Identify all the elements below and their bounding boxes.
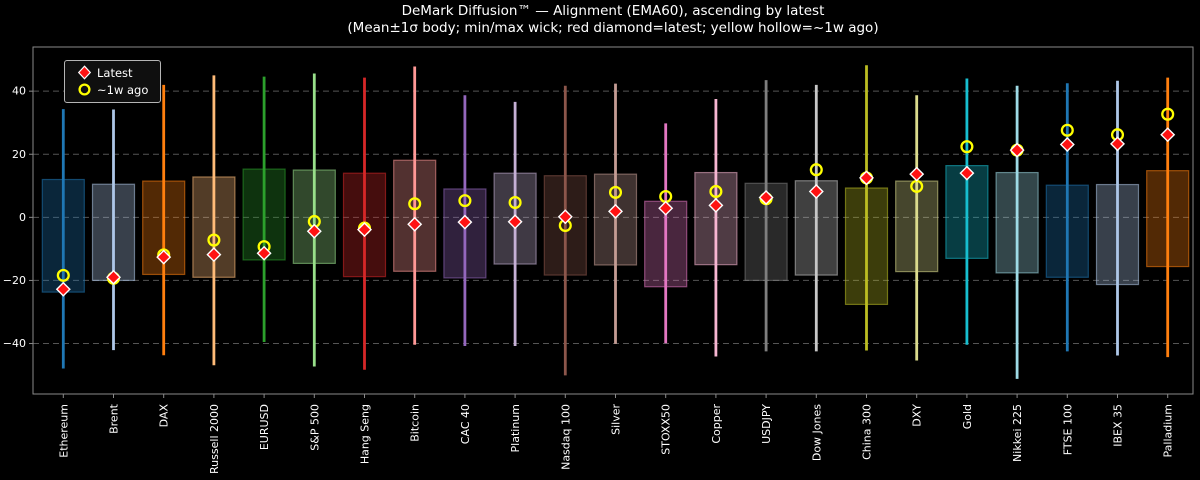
x-tick-label-usdjpy: USDJPY bbox=[760, 404, 773, 444]
latest-marker-bitcoin bbox=[407, 216, 423, 232]
legend-item-latest: Latest bbox=[71, 65, 148, 80]
x-tick-label-ibex-35: IBEX 35 bbox=[1112, 404, 1125, 447]
x-tick-label-ftse-100: FTSE 100 bbox=[1061, 404, 1074, 455]
latest-marker-palladium bbox=[1160, 127, 1176, 143]
x-tick-label-bitcoin: Bitcoin bbox=[409, 404, 422, 442]
chart-title: DeMark Diffusion™ — Alignment (EMA60), a… bbox=[401, 3, 825, 19]
week-ago-marker-bitcoin bbox=[408, 197, 422, 211]
week-ago-marker-ethereum bbox=[56, 268, 70, 282]
latest-marker-dow-jones bbox=[808, 183, 824, 199]
latest-marker-copper bbox=[708, 197, 724, 213]
x-tick-label-gold: Gold bbox=[961, 404, 974, 429]
x-tick-label-ethereum: Ethereum bbox=[57, 404, 70, 458]
x-tick-label-platinum: Platinum bbox=[509, 404, 522, 452]
week-ago-marker-russell-2000 bbox=[207, 233, 221, 247]
week-ago-marker-palladium bbox=[1161, 107, 1175, 121]
week-ago-marker-dow-jones bbox=[809, 163, 823, 177]
latest-marker-usdjpy bbox=[758, 189, 774, 205]
x-tick-label-dow-jones: Dow Jones bbox=[810, 404, 823, 461]
plot-border bbox=[32, 46, 1194, 395]
x-tick-label-nasdaq-100: Nasdaq 100 bbox=[559, 404, 572, 470]
x-tick-label-cac-40: CAC 40 bbox=[459, 404, 472, 444]
latest-marker-silver bbox=[608, 203, 623, 219]
x-tick-label-copper: Copper bbox=[710, 404, 723, 444]
latest-diamond-icon bbox=[71, 65, 97, 80]
latest-marker-platinum bbox=[507, 214, 523, 230]
latest-marker-dax bbox=[156, 249, 172, 265]
latest-marker-gold bbox=[959, 165, 975, 181]
y-tick-label: −40 bbox=[3, 337, 26, 350]
latest-marker-cac-40 bbox=[457, 214, 473, 230]
legend-label-latest: Latest bbox=[97, 65, 133, 80]
latest-marker-dxy bbox=[909, 166, 925, 182]
latest-marker-stoxx50 bbox=[658, 200, 674, 216]
week-ago-marker-gold bbox=[960, 140, 974, 154]
x-tick-label-russell-2000: Russell 2000 bbox=[208, 404, 221, 474]
x-tick-label-silver: Silver bbox=[610, 404, 623, 435]
y-tick-label: 40 bbox=[12, 85, 26, 98]
week-ago-marker-copper bbox=[709, 184, 723, 199]
week-ago-circle-icon bbox=[71, 82, 97, 97]
y-tick-label: −20 bbox=[3, 274, 26, 287]
latest-marker-ethereum bbox=[55, 281, 71, 297]
latest-marker-hang-seng bbox=[357, 222, 372, 238]
latest-marker-brent bbox=[106, 269, 121, 285]
latest-marker-ibex-35 bbox=[1110, 136, 1125, 152]
chart-legend: Latest ~1w ago bbox=[64, 60, 162, 103]
x-tick-label-stoxx50: STOXX50 bbox=[660, 404, 673, 455]
latest-marker-nasdaq-100 bbox=[557, 209, 573, 225]
y-tick-label: 20 bbox=[12, 148, 26, 161]
latest-marker-s-p-500 bbox=[306, 223, 322, 239]
x-tick-label-s-p-500: S&P 500 bbox=[308, 404, 321, 451]
week-ago-marker-platinum bbox=[508, 195, 522, 210]
legend-label-week-ago: ~1w ago bbox=[97, 82, 149, 97]
x-tick-label-hang-seng: Hang Seng bbox=[359, 404, 372, 464]
y-tick-label: 0 bbox=[19, 211, 26, 224]
week-ago-marker-silver bbox=[608, 185, 623, 199]
x-tick-label-dax: DAX bbox=[158, 404, 171, 428]
legend-item-week-ago: ~1w ago bbox=[71, 82, 148, 97]
x-tick-label-palladium: Palladium bbox=[1162, 404, 1175, 457]
x-tick-label-brent: Brent bbox=[108, 403, 121, 434]
chart-title-block: DeMark Diffusion™ — Alignment (EMA60), a… bbox=[33, 3, 1193, 36]
x-tick-label-china-300: China 300 bbox=[861, 404, 874, 460]
latest-marker-nikkei-225 bbox=[1009, 142, 1025, 158]
latest-marker-ftse-100 bbox=[1059, 136, 1075, 152]
week-ago-marker-cac-40 bbox=[458, 194, 472, 208]
latest-marker-russell-2000 bbox=[206, 247, 222, 263]
chart-subtitle: (Mean±1σ body; min/max wick; red diamond… bbox=[347, 19, 879, 36]
x-tick-label-dxy: DXY bbox=[911, 404, 924, 427]
x-tick-label-nikkei-225: Nikkei 225 bbox=[1011, 404, 1024, 462]
latest-marker-eurusd bbox=[256, 245, 272, 261]
latest-marker-china-300 bbox=[859, 170, 874, 186]
week-ago-marker-ftse-100 bbox=[1060, 123, 1074, 137]
x-tick-label-eurusd: EURUSD bbox=[258, 404, 271, 450]
